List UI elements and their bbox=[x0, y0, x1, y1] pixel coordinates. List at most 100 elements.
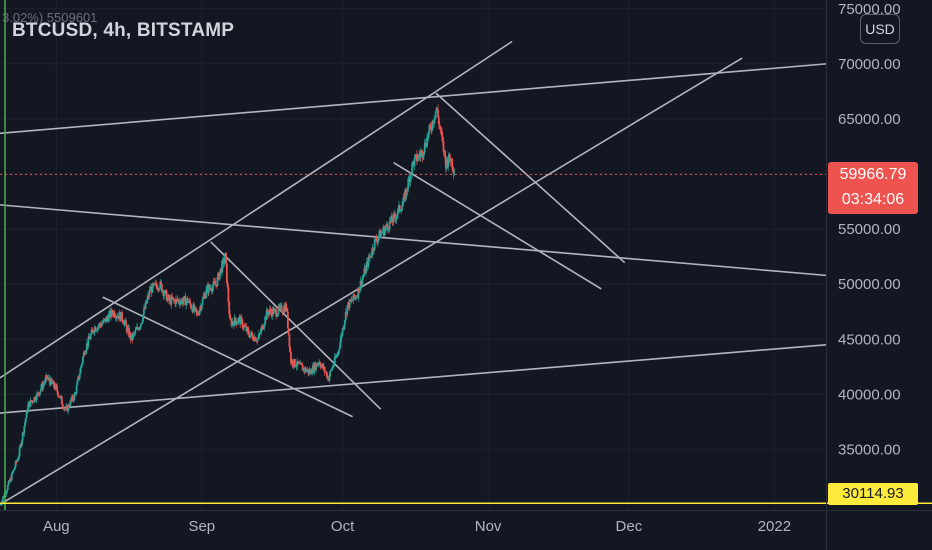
trendline-upper-channel[interactable] bbox=[0, 63, 827, 135]
candle bbox=[218, 272, 221, 281]
candle bbox=[29, 397, 32, 408]
x-tick-label: Dec bbox=[616, 518, 643, 535]
candle bbox=[200, 304, 203, 312]
candle bbox=[394, 211, 396, 222]
candle bbox=[411, 161, 414, 179]
candle bbox=[54, 382, 57, 391]
candle bbox=[427, 131, 430, 142]
trendline-mid-falling-line[interactable] bbox=[0, 204, 827, 277]
candle bbox=[371, 243, 374, 259]
candle bbox=[286, 307, 289, 330]
candle bbox=[439, 125, 442, 134]
candle bbox=[185, 299, 188, 310]
candle bbox=[276, 313, 279, 318]
candle bbox=[38, 391, 41, 398]
candle bbox=[67, 403, 70, 409]
candle bbox=[304, 366, 307, 373]
candle bbox=[434, 117, 436, 124]
candle bbox=[329, 370, 331, 380]
y-tick-label: 40000.00 bbox=[838, 386, 901, 403]
candle bbox=[409, 172, 412, 187]
candle bbox=[7, 479, 10, 486]
level-price-badge: 30114.93 bbox=[828, 483, 918, 505]
candle bbox=[397, 207, 400, 219]
candle bbox=[205, 285, 208, 299]
trendline-oct-descending-upper[interactable] bbox=[435, 92, 625, 263]
symbol-title[interactable]: BTCUSD, 4h, BITSTAMP bbox=[12, 20, 235, 41]
candle bbox=[341, 327, 344, 338]
candle bbox=[392, 212, 395, 227]
candle bbox=[182, 296, 185, 305]
candle bbox=[164, 289, 166, 295]
trendline-oct-descending-lower[interactable] bbox=[393, 162, 602, 290]
y-tick-label: 65000.00 bbox=[838, 111, 901, 128]
candle bbox=[102, 317, 105, 325]
trendline-lower-channel[interactable] bbox=[0, 343, 827, 414]
candle bbox=[373, 239, 376, 251]
candle bbox=[433, 115, 436, 128]
candle bbox=[343, 324, 346, 331]
candle bbox=[240, 315, 242, 325]
candle bbox=[322, 362, 324, 371]
candle bbox=[175, 295, 177, 308]
candle bbox=[263, 323, 266, 331]
candle bbox=[142, 314, 145, 324]
candle bbox=[42, 380, 45, 388]
trendline-aug-descending-lower[interactable] bbox=[102, 296, 353, 418]
candle bbox=[103, 319, 105, 323]
candle bbox=[335, 353, 338, 359]
candle bbox=[80, 364, 83, 370]
candle bbox=[126, 325, 129, 335]
candle bbox=[186, 295, 189, 306]
y-tick-label: 70000.00 bbox=[838, 56, 901, 73]
candle bbox=[229, 310, 231, 320]
candle bbox=[434, 111, 437, 120]
candle bbox=[227, 283, 230, 306]
candle bbox=[196, 309, 199, 318]
candle bbox=[367, 254, 370, 270]
candle bbox=[21, 439, 23, 449]
candle bbox=[297, 360, 299, 366]
candle bbox=[320, 363, 323, 369]
trendlines[interactable] bbox=[0, 41, 827, 506]
candle bbox=[96, 325, 99, 334]
candle bbox=[395, 215, 398, 224]
candle bbox=[323, 366, 326, 376]
candle bbox=[170, 293, 173, 309]
candle bbox=[195, 308, 198, 316]
currency-button[interactable]: USD bbox=[860, 14, 900, 44]
candle bbox=[344, 307, 347, 323]
candle bbox=[375, 233, 378, 242]
trendline-steep-channel-top[interactable] bbox=[0, 41, 513, 379]
candle bbox=[268, 311, 270, 317]
candle bbox=[85, 339, 88, 354]
time-axis[interactable]: Aug Sep Oct Nov Dec 2022 bbox=[0, 510, 932, 536]
candle bbox=[442, 137, 445, 156]
trendline-steep-channel-bottom[interactable] bbox=[0, 57, 743, 506]
candle bbox=[280, 302, 283, 314]
candle bbox=[418, 150, 421, 161]
candle bbox=[198, 309, 201, 316]
last-price-badge: 59966.79 03:34:06 bbox=[828, 162, 918, 214]
candle bbox=[82, 356, 84, 366]
candle bbox=[340, 332, 342, 345]
candle bbox=[225, 263, 228, 284]
candle bbox=[377, 236, 380, 244]
candle bbox=[386, 221, 389, 228]
candle bbox=[179, 298, 182, 307]
candle bbox=[301, 364, 303, 366]
trendline-sep-descending-upper[interactable] bbox=[210, 241, 381, 410]
candle bbox=[214, 277, 217, 285]
y-tick-label: 75000.00 bbox=[838, 1, 901, 18]
overlays bbox=[0, 0, 932, 510]
candle bbox=[437, 104, 439, 118]
candle bbox=[358, 288, 361, 293]
x-tick-label: Sep bbox=[188, 518, 215, 535]
candle bbox=[67, 402, 69, 415]
x-tick-label: Nov bbox=[475, 518, 502, 535]
candle bbox=[212, 277, 215, 291]
candle bbox=[398, 204, 401, 214]
candle bbox=[277, 303, 280, 317]
